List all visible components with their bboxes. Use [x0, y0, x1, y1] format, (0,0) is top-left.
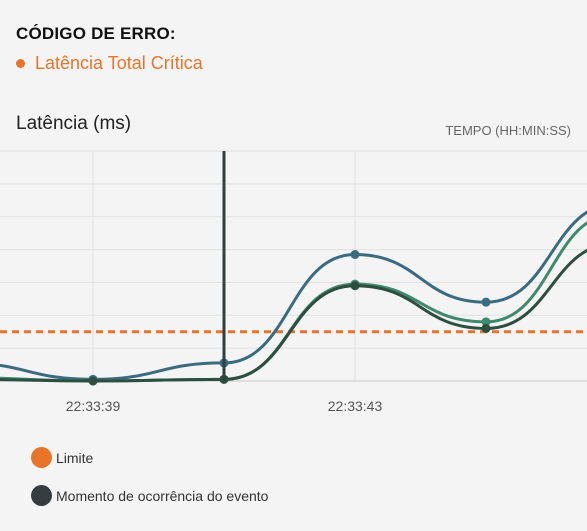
- y-axis-title: Latência (ms): [16, 113, 132, 134]
- error-code-heading: CÓDIGO DE ERRO:: [16, 24, 176, 43]
- x-tick-label: 22:33:39: [66, 398, 121, 414]
- series-0-point: [350, 250, 360, 259]
- legend-label-event: Momento de ocorrência do evento: [56, 487, 269, 504]
- legend-label-threshold: Limite: [56, 449, 94, 466]
- legend-item-event[interactable]: Momento de ocorrência do evento: [31, 485, 268, 506]
- legend-item-threshold[interactable]: Limite: [31, 447, 93, 468]
- error-code-row: Latência Total Crítica: [16, 53, 203, 74]
- error-code-description: Latência Total Crítica: [35, 53, 203, 73]
- series-layer: [0, 210, 587, 386]
- series-line-1: [0, 221, 587, 383]
- series-line-2: [0, 248, 587, 383]
- series-2-point: [350, 281, 360, 291]
- event-swatch-icon: [31, 485, 52, 506]
- threshold-swatch-icon: [31, 447, 52, 468]
- series-line-0: [0, 210, 587, 381]
- x-tick-label: 22:33:43: [328, 398, 383, 414]
- chart-grid: [0, 150, 587, 382]
- series-2-point: [88, 376, 98, 386]
- x-axis-title: TEMPO (HH:MIN:SS): [445, 123, 571, 138]
- series-2-point: [481, 323, 491, 333]
- series-1-point: [481, 317, 491, 327]
- series-0-point: [481, 297, 491, 307]
- error-status-dot: [16, 59, 25, 68]
